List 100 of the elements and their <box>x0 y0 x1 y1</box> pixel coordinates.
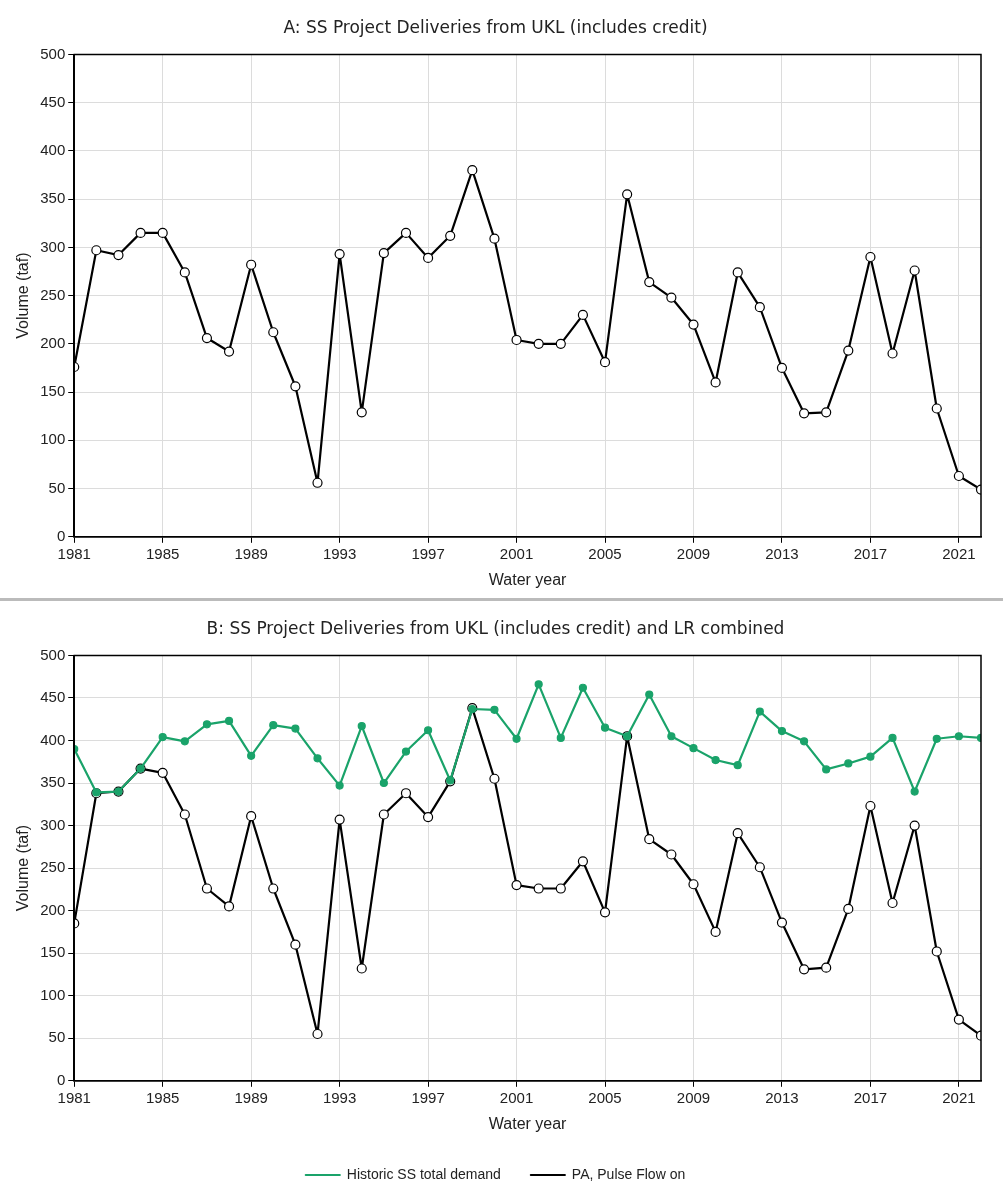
y-tick-label: 150 <box>40 943 66 961</box>
y-tick-label: 500 <box>40 645 66 663</box>
point <box>776 362 788 374</box>
point <box>290 939 301 950</box>
point <box>888 733 897 743</box>
point <box>246 259 257 270</box>
chart-title: B: SS Project Deliveries from UKL (includes credit) and LR combined <box>206 617 785 638</box>
y-tick-label: 0 <box>56 526 66 544</box>
point <box>511 880 522 891</box>
point <box>158 732 167 742</box>
x-tick-label: 1997 <box>411 544 445 562</box>
point <box>798 408 810 419</box>
point <box>622 189 633 200</box>
point <box>666 849 677 860</box>
point <box>356 963 367 974</box>
point <box>224 716 234 726</box>
x-axis-title: Water year <box>488 570 568 588</box>
point <box>599 357 611 368</box>
point <box>533 883 544 894</box>
point <box>157 767 168 778</box>
point <box>400 227 412 238</box>
point <box>511 334 522 346</box>
point <box>201 883 213 894</box>
point <box>555 338 566 349</box>
y-tick-label: 450 <box>40 92 66 110</box>
point <box>357 721 366 731</box>
x-tick-label: 2001 <box>499 544 534 562</box>
point <box>268 883 279 894</box>
point <box>223 901 235 912</box>
point <box>755 707 764 716</box>
x-tick-label: 2005 <box>588 544 622 562</box>
point <box>844 759 853 768</box>
x-tick-label: 2013 <box>765 1088 799 1106</box>
point <box>732 267 743 278</box>
point <box>201 332 213 344</box>
point <box>688 879 699 890</box>
x-axis-title: Water year <box>488 1114 568 1132</box>
point <box>180 737 189 746</box>
point <box>932 734 941 743</box>
x-tick-label: 1993 <box>322 1088 357 1106</box>
point <box>534 680 543 689</box>
point <box>157 227 168 238</box>
point <box>489 233 500 244</box>
point <box>533 338 544 349</box>
point <box>754 862 765 873</box>
point <box>710 377 721 388</box>
point <box>689 744 698 753</box>
y-tick-label: 450 <box>40 688 66 706</box>
point <box>910 787 919 796</box>
x-tick-label: 1981 <box>57 1088 91 1106</box>
chart-title: A: SS Project Deliveries from UKL (includes credit) <box>283 16 708 37</box>
legend-label: PA, Pulse Flow on <box>571 1165 686 1182</box>
point <box>489 773 500 784</box>
point <box>710 926 721 938</box>
point <box>887 897 898 909</box>
y-tick-label: 100 <box>40 430 66 448</box>
y-tick-label: 300 <box>40 237 66 255</box>
y-tick-label: 200 <box>40 333 66 351</box>
y-tick-label: 300 <box>40 815 66 833</box>
point <box>732 828 743 839</box>
point <box>909 265 920 276</box>
x-tick-label: 2005 <box>588 1088 622 1106</box>
point <box>467 165 478 176</box>
point <box>887 348 898 359</box>
x-tick-label: 2013 <box>765 544 799 562</box>
x-tick-label: 2001 <box>499 1088 534 1106</box>
point <box>644 276 655 288</box>
x-tick-label: 2009 <box>676 1088 711 1106</box>
point <box>909 820 920 831</box>
point <box>401 747 411 756</box>
point <box>954 732 963 741</box>
point <box>644 834 655 845</box>
x-tick-label: 2017 <box>853 544 888 562</box>
point <box>378 248 389 259</box>
point <box>378 809 389 820</box>
x-tick-label: 1997 <box>411 1088 445 1106</box>
point <box>821 407 832 418</box>
point <box>777 727 787 736</box>
x-tick-label: 1989 <box>234 544 268 562</box>
point <box>556 733 565 743</box>
point <box>334 814 345 825</box>
point <box>555 883 566 894</box>
point <box>711 755 720 765</box>
point <box>776 917 788 928</box>
point <box>334 249 345 260</box>
x-tick-label: 2021 <box>942 544 976 562</box>
y-axis-title: Volume (taf) <box>14 824 32 912</box>
point <box>356 407 367 418</box>
point <box>577 856 588 867</box>
point <box>291 724 300 733</box>
y-tick-label: 0 <box>56 1070 66 1088</box>
point <box>733 761 742 770</box>
point <box>268 327 279 338</box>
point <box>600 723 610 732</box>
point <box>179 809 190 820</box>
y-tick-label: 400 <box>40 141 66 159</box>
point <box>577 309 588 320</box>
y-tick-label: 50 <box>48 478 66 496</box>
point <box>512 734 521 743</box>
point <box>269 721 278 730</box>
